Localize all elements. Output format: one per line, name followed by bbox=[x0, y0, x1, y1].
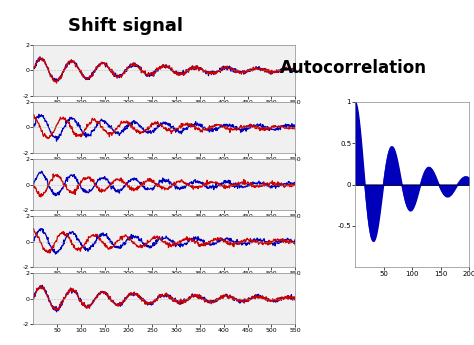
Text: Autocorrelation: Autocorrelation bbox=[280, 59, 427, 77]
Text: Shift signal: Shift signal bbox=[68, 17, 183, 35]
